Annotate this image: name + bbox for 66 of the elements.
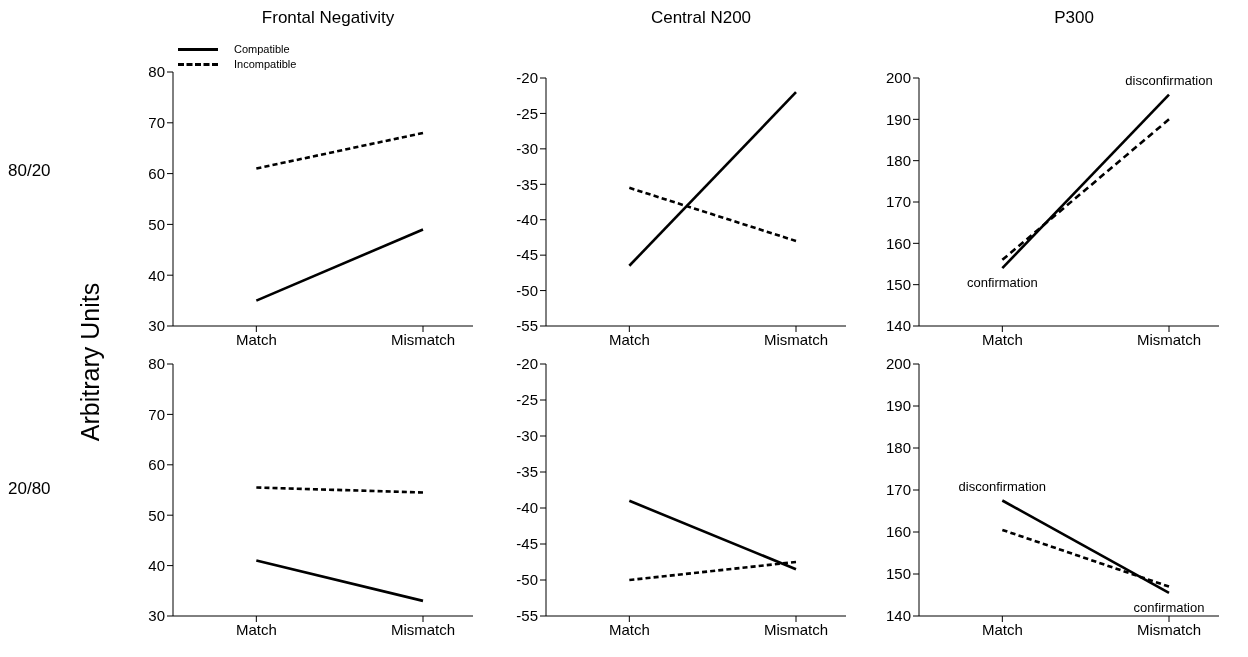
y-tick-label: 150: [885, 275, 911, 293]
y-tick-label: -25: [516, 104, 538, 122]
y-tick-label: 180: [885, 151, 911, 169]
annotation: confirmation: [966, 275, 1038, 291]
y-tick-label: 190: [885, 110, 911, 128]
y-tick-label: 80: [148, 63, 165, 81]
y-tick-label: 60: [148, 456, 165, 474]
x-tick-label: Mismatch: [763, 330, 829, 348]
x-tick-label: Mismatch: [1136, 620, 1202, 638]
y-tick-label: 40: [148, 556, 165, 574]
y-tick-label: 50: [148, 506, 165, 524]
chart-title: Central N200: [649, 8, 753, 29]
x-tick-label: Mismatch: [1136, 330, 1202, 348]
y-tick-label: 40: [148, 266, 165, 284]
y-tick-label: -40: [516, 499, 538, 517]
y-tick-label: 30: [148, 607, 165, 625]
y-tick-label: -40: [516, 211, 538, 229]
legend-label: Compatible: [234, 42, 290, 57]
y-tick-label: -30: [516, 140, 538, 158]
text: 20/80: [8, 479, 52, 499]
y-tick-label: -35: [516, 463, 538, 481]
legend-label: Incompatible: [234, 57, 297, 72]
chart-title: Frontal Negativity: [260, 8, 396, 29]
y-tick-label: 180: [885, 439, 911, 457]
y-tick-label: 190: [885, 397, 911, 415]
annotation: confirmation: [1133, 600, 1205, 616]
annotation: disconfirmation: [1125, 72, 1213, 88]
y-tick-label: 150: [885, 565, 911, 583]
x-tick-label: Match: [235, 330, 277, 348]
y-tick-label: 170: [885, 481, 911, 499]
y-tick-label: 50: [148, 215, 165, 233]
x-tick-label: Match: [981, 620, 1023, 638]
y-tick-label: 140: [885, 317, 911, 335]
y-tick-label: 160: [885, 523, 911, 541]
y-tick-label: 200: [885, 69, 911, 87]
y-tick-label: 80: [148, 355, 165, 373]
y-tick-label: -55: [516, 317, 538, 335]
x-tick-label: Match: [235, 620, 277, 638]
x-tick-label: Mismatch: [763, 620, 829, 638]
y-tick-label: -35: [516, 175, 538, 193]
y-tick-label: -20: [516, 355, 538, 373]
y-tick-label: 170: [885, 193, 911, 211]
y-tick-label: 70: [148, 114, 165, 132]
y-tick-label: -50: [516, 281, 538, 299]
x-tick-label: Match: [981, 330, 1023, 348]
y-tick-label: 140: [885, 607, 911, 625]
x-tick-label: Mismatch: [390, 620, 456, 638]
x-tick-label: Match: [608, 620, 650, 638]
chart-title: P300: [1053, 8, 1095, 29]
x-tick-label: Mismatch: [390, 330, 456, 348]
y-tick-label: -55: [516, 607, 538, 625]
y-tick-label: 60: [148, 164, 165, 182]
annotation: disconfirmation: [958, 478, 1047, 494]
y-tick-label: -50: [516, 571, 538, 589]
y-axis-title: Arbitrary Units: [75, 282, 105, 442]
y-tick-label: -30: [516, 427, 538, 445]
y-tick-label: -20: [516, 69, 538, 87]
y-tick-label: -25: [516, 391, 538, 409]
text: 80/20: [8, 161, 52, 181]
y-tick-label: 160: [885, 234, 911, 252]
y-tick-label: 30: [148, 317, 165, 335]
x-tick-label: Match: [608, 330, 650, 348]
y-tick-label: -45: [516, 535, 538, 553]
y-tick-label: 200: [885, 355, 911, 373]
y-tick-label: -45: [516, 246, 538, 264]
y-tick-label: 70: [148, 405, 165, 423]
